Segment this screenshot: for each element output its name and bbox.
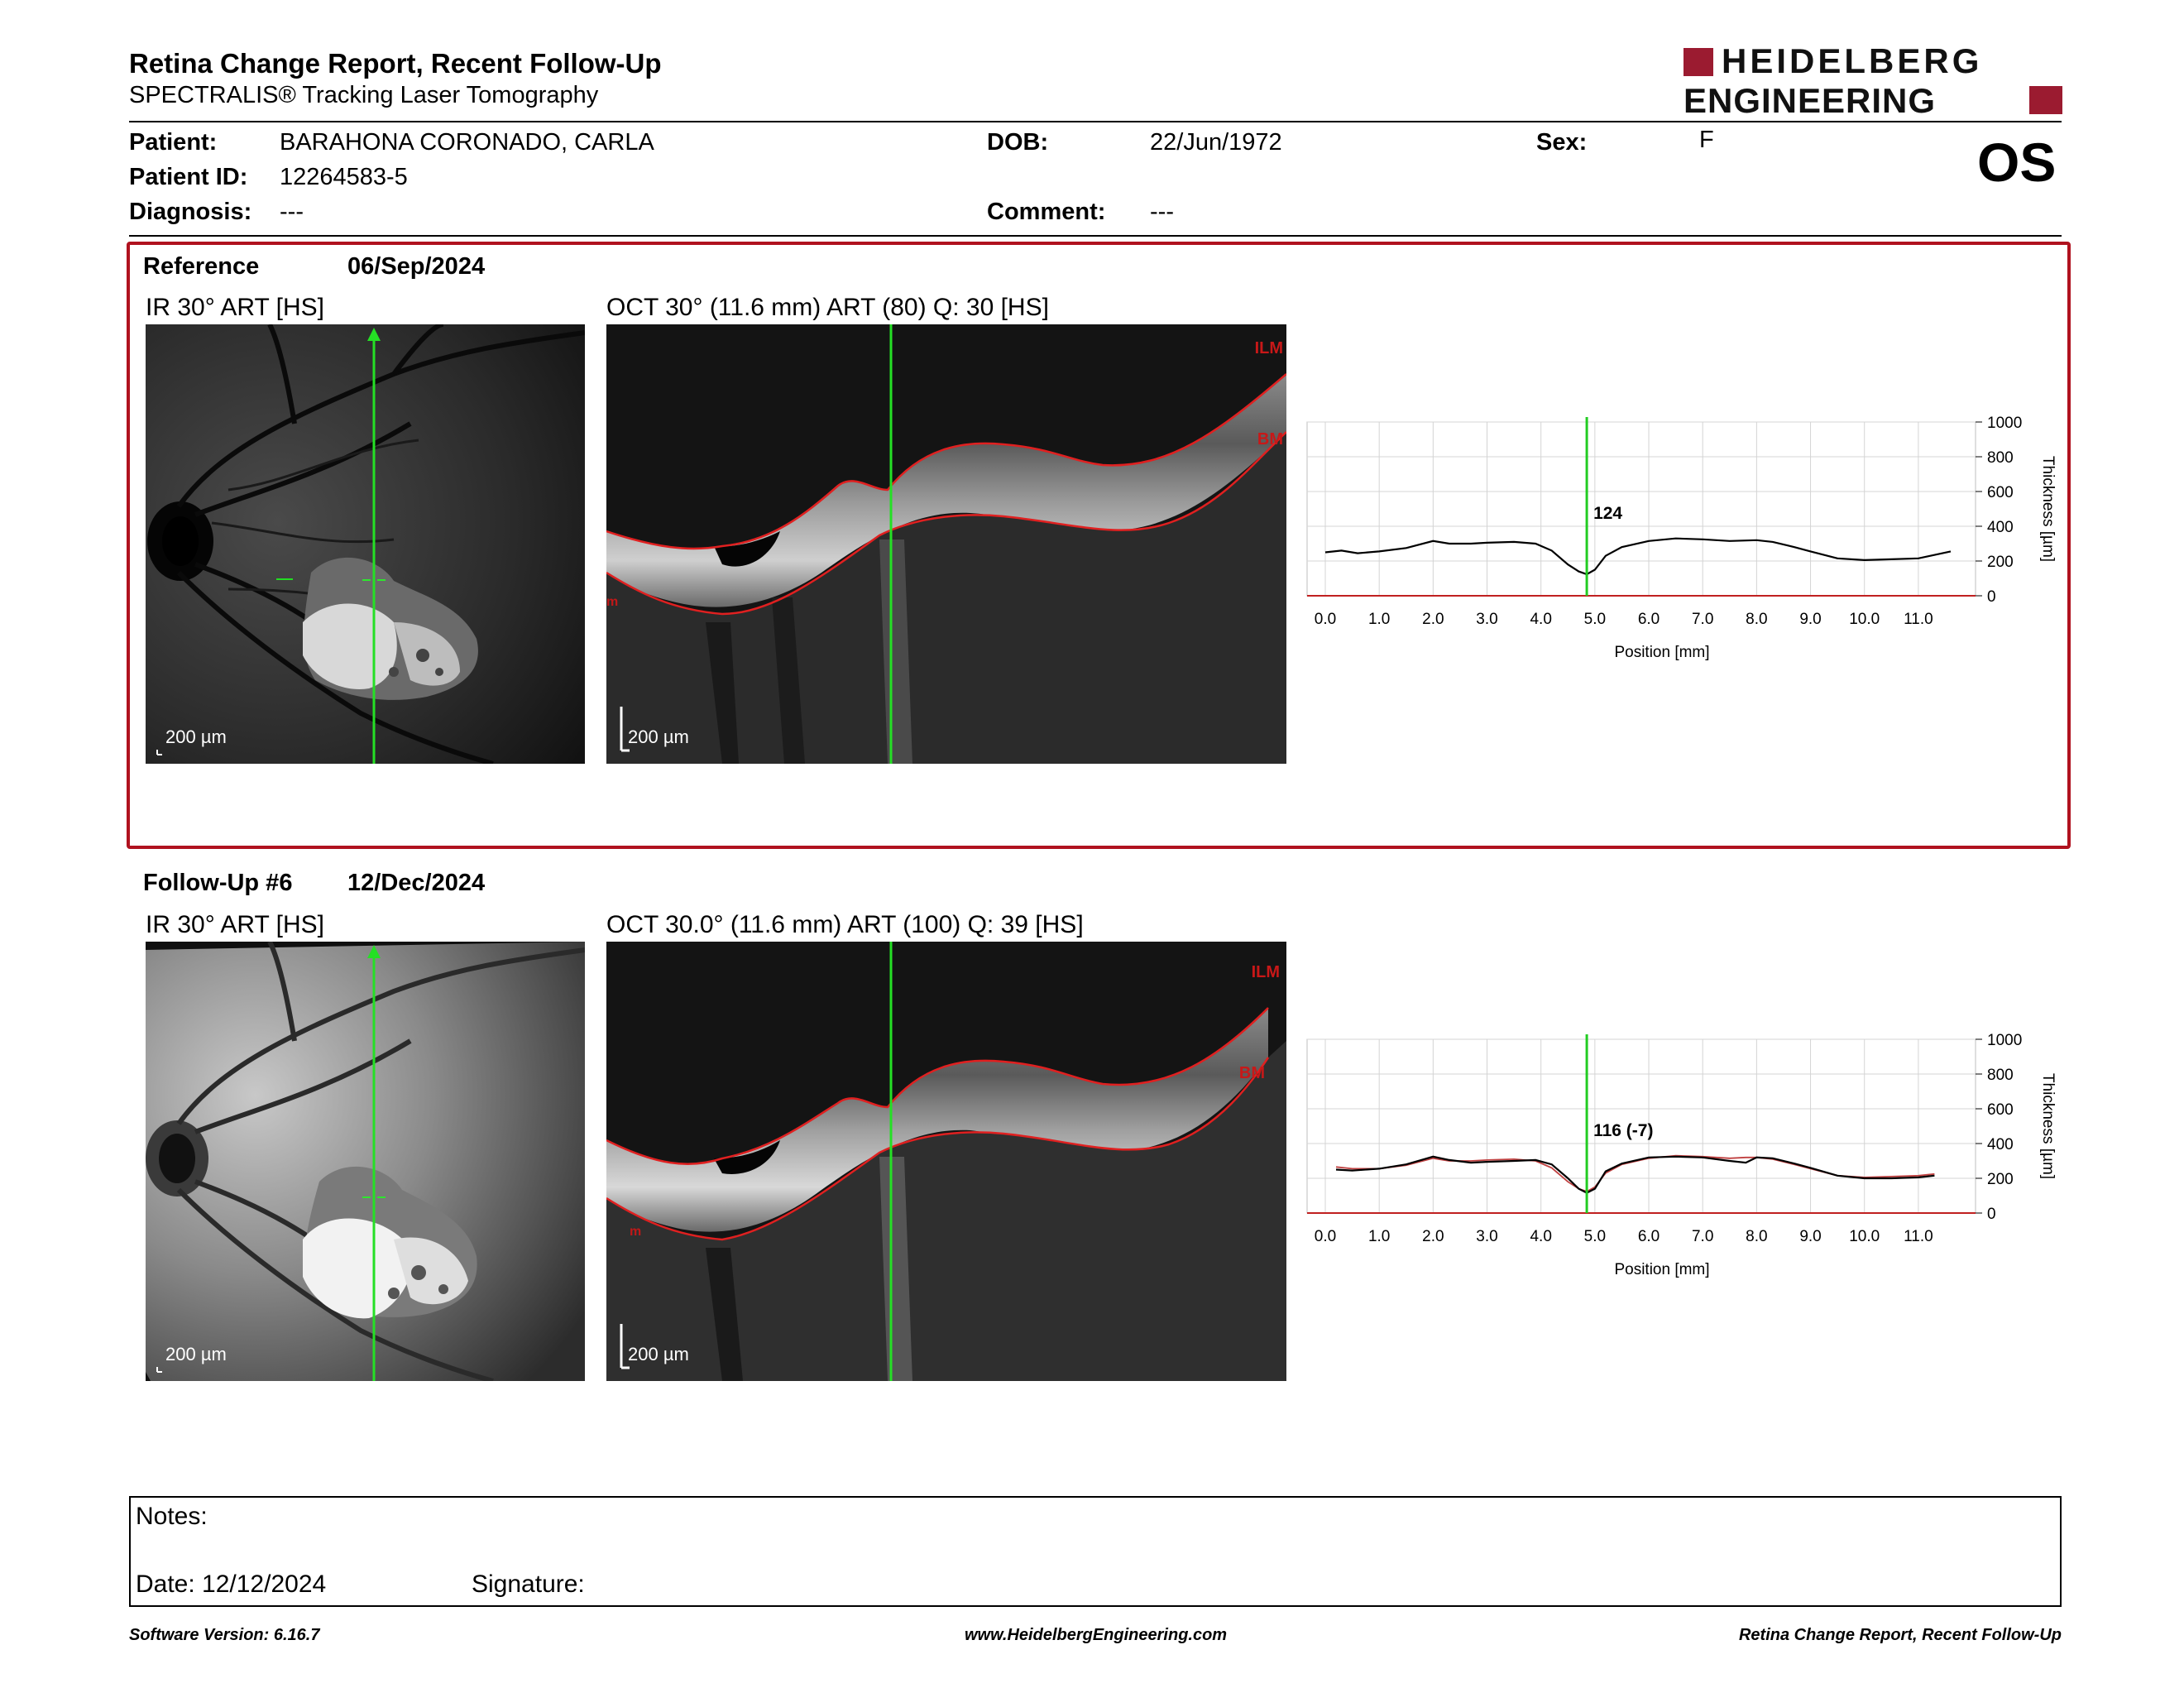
x-tick-label: 7.0: [1692, 1228, 1713, 1245]
diagnosis-label: Diagnosis:: [129, 199, 252, 225]
x-tick-label: 6.0: [1638, 1228, 1660, 1245]
notes-label: Notes:: [136, 1503, 208, 1530]
comment-label: Comment:: [987, 199, 1106, 225]
patient-id: 12264583-5: [280, 164, 408, 190]
footer-website[interactable]: www.HeidelbergEngineering.com: [965, 1626, 1228, 1644]
header-divider: [129, 121, 2062, 122]
dob-value: 22/Jun/1972: [1150, 129, 1282, 156]
followup-date: 12/Dec/2024: [347, 870, 486, 896]
y-tick-label: 800: [1987, 1067, 2014, 1084]
followup-thickness-chart: 0.0 1.0 2.0 3.0 4.0 5.0 6.0 7.0 8.0 9.0 10.0 11.0 0 2…: [1306, 1032, 2057, 1278]
footer-report-name: Retina Change Report, Recent Follow-Up: [1738, 1626, 2062, 1644]
x-tick-label: 10.0: [1849, 1228, 1880, 1245]
logo-line2: ENGINEERING: [1684, 81, 1937, 120]
x-tick-label: 4.0: [1530, 611, 1551, 628]
x-tick-label: 4.0: [1530, 1228, 1551, 1245]
thickness-series-0: [1335, 1155, 1935, 1194]
reference-thickness-chart: 0.0 1.0 2.0 3.0 4.0 5.0 6.0 7.0 8.0 9.0 10.0 11.0 0 2…: [1306, 415, 2057, 661]
patient-label: Patient:: [129, 129, 218, 156]
y-tick-label: 200: [1987, 1171, 2014, 1188]
x-tick-label: 8.0: [1746, 1228, 1767, 1245]
sex-label: Sex:: [1536, 129, 1588, 156]
report-title: Retina Change Report, Recent Follow-Up: [129, 48, 662, 79]
sex-value: F: [1699, 127, 1714, 153]
x-tick-label: 2.0: [1422, 1228, 1444, 1245]
x-tick-label: 11.0: [1904, 1228, 1933, 1245]
comment-value: ---: [1150, 199, 1174, 225]
signature-label: Signature:: [472, 1571, 585, 1598]
x-tick-label: 9.0: [1799, 611, 1821, 628]
x-axis-label: Position [mm]: [1614, 1261, 1709, 1278]
y-tick-label: 0: [1987, 1206, 1996, 1223]
x-tick-label: 8.0: [1746, 611, 1767, 628]
followup-oct-title: OCT 30.0° (11.6 mm) ART (100) Q: 39 [HS]: [606, 911, 1084, 938]
y-tick-label: 400: [1987, 519, 2014, 536]
svg-text:m: m: [606, 595, 618, 609]
y-tick-label: 1000: [1987, 415, 2022, 432]
followup-oct-scale: 200 µm: [628, 1344, 689, 1364]
x-tick-label: 1.0: [1368, 1228, 1390, 1245]
x-tick-label: 7.0: [1692, 611, 1713, 628]
reference-oct-image[interactable]: m ILM BM 200 µm: [606, 324, 1286, 764]
reference-ir-scale: 200 µm: [165, 727, 227, 747]
patient-divider: [129, 235, 2062, 237]
y-axis-label: Thickness [µm]: [2039, 1073, 2057, 1179]
y-tick-label: 600: [1987, 1101, 2014, 1119]
reference-oct-scale: 200 µm: [628, 727, 689, 747]
reference-oct-title: OCT 30° (11.6 mm) ART (80) Q: 30 [HS]: [606, 294, 1049, 321]
thickness-series-0: [1324, 537, 1952, 576]
y-axis-label: Thickness [µm]: [2039, 456, 2057, 562]
followup-bm-label: BM: [1238, 1064, 1265, 1082]
x-tick-label: 10.0: [1849, 611, 1880, 628]
reference-bm-label: BM: [1257, 430, 1283, 448]
footer-software-version: Software Version: 6.16.7: [129, 1626, 320, 1644]
y-tick-label: 1000: [1987, 1032, 2022, 1049]
x-tick-label: 3.0: [1476, 611, 1497, 628]
reference-date: 06/Sep/2024: [347, 253, 486, 280]
followup-ir-scale: 200 µm: [165, 1344, 227, 1364]
x-tick-label: 2.0: [1422, 611, 1444, 628]
dob-label: DOB:: [987, 129, 1049, 156]
y-tick-label: 800: [1987, 449, 2014, 467]
reference-label: Reference: [143, 253, 260, 280]
x-axis-label: Position [mm]: [1614, 644, 1709, 661]
x-tick-label: 11.0: [1904, 611, 1933, 628]
x-tick-label: 5.0: [1584, 1228, 1606, 1245]
x-tick-label: 5.0: [1584, 611, 1606, 628]
followup-oct-image[interactable]: m ILM BM 200 µm: [606, 942, 1286, 1381]
y-tick-label: 0: [1987, 588, 1996, 606]
x-tick-label: 0.0: [1315, 611, 1336, 628]
heidelberg-logo: HEIDELBERG ENGINEERING: [1684, 41, 2064, 122]
diagnosis-value: ---: [280, 199, 304, 225]
x-tick-label: 6.0: [1638, 611, 1660, 628]
reference-frame: [127, 242, 2071, 849]
eye-indicator: OS: [1977, 132, 2057, 193]
followup-ilm-label: ILM: [1251, 963, 1280, 981]
notes-date: Date: 12/12/2024: [136, 1571, 327, 1598]
x-tick-label: 0.0: [1315, 1228, 1336, 1245]
y-tick-label: 400: [1987, 1136, 2014, 1153]
y-tick-label: 600: [1987, 484, 2014, 501]
cursor-thickness-label: 124: [1593, 504, 1622, 523]
patient-id-label: Patient ID:: [129, 164, 248, 190]
cursor-thickness-label: 116 (-7): [1593, 1121, 1653, 1140]
followup-ir-image[interactable]: 200 µm: [146, 942, 585, 1381]
logo-line1: HEIDELBERG: [1722, 41, 1983, 80]
svg-text:m: m: [630, 1225, 641, 1239]
x-tick-label: 1.0: [1368, 611, 1390, 628]
followup-ir-title: IR 30° ART [HS]: [146, 911, 324, 938]
followup-label: Follow-Up #6: [143, 870, 293, 896]
x-tick-label: 9.0: [1799, 1228, 1821, 1245]
plot-area: [1306, 421, 1976, 597]
notes-box[interactable]: Notes: Date: 12/12/2024 Signature:: [129, 1496, 2062, 1607]
reference-ilm-label: ILM: [1254, 339, 1283, 357]
reference-ir-image[interactable]: 200 µm: [146, 324, 585, 764]
report-subtitle: SPECTRALIS® Tracking Laser Tomography: [129, 82, 599, 108]
y-tick-label: 200: [1987, 554, 2014, 571]
reference-ir-title: IR 30° ART [HS]: [146, 294, 324, 321]
patient-name: BARAHONA CORONADO, CARLA: [280, 129, 654, 156]
x-tick-label: 3.0: [1476, 1228, 1497, 1245]
